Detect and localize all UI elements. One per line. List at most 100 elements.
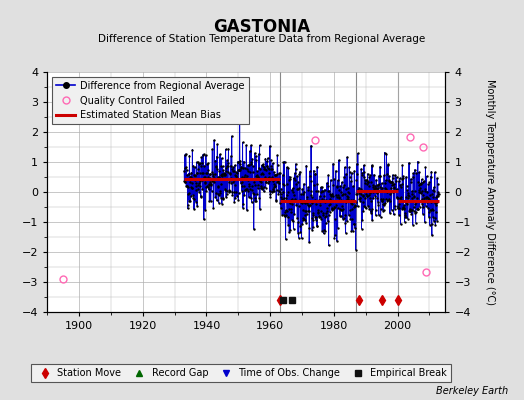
Point xyxy=(312,223,321,229)
Point xyxy=(412,198,420,205)
Point xyxy=(428,206,436,212)
Point xyxy=(336,213,344,220)
Point xyxy=(385,173,394,180)
Point xyxy=(376,173,385,179)
Point xyxy=(220,170,228,176)
Point xyxy=(188,185,196,191)
Point xyxy=(389,181,397,187)
Point xyxy=(434,191,442,197)
Point xyxy=(388,172,397,178)
Point xyxy=(332,168,340,174)
Point xyxy=(236,158,244,164)
Point xyxy=(210,178,219,185)
Point xyxy=(259,166,268,172)
Point xyxy=(324,188,332,195)
Point xyxy=(305,173,314,180)
Point xyxy=(209,176,217,183)
Point xyxy=(189,162,198,169)
Point xyxy=(372,212,380,218)
Point xyxy=(274,191,282,197)
Point xyxy=(357,172,366,178)
Point xyxy=(270,172,279,178)
Point xyxy=(279,212,288,218)
Point xyxy=(224,169,232,175)
Point xyxy=(369,189,377,195)
Point xyxy=(284,189,292,195)
Point xyxy=(325,188,333,194)
Point xyxy=(183,182,191,189)
Point xyxy=(415,189,423,195)
Point xyxy=(242,142,250,148)
Point xyxy=(399,205,407,211)
Point xyxy=(369,182,378,188)
Point xyxy=(315,213,323,219)
Point xyxy=(410,188,419,194)
Point xyxy=(205,180,213,187)
Point xyxy=(329,205,337,212)
Point xyxy=(412,170,421,176)
Point xyxy=(205,198,214,204)
Point xyxy=(274,176,282,182)
Point xyxy=(326,209,334,215)
Point xyxy=(431,222,440,228)
Point xyxy=(316,208,325,214)
Point xyxy=(274,162,282,168)
Point xyxy=(349,183,357,189)
Point xyxy=(334,192,342,198)
Point xyxy=(299,207,307,214)
Point xyxy=(375,184,384,190)
Point xyxy=(245,194,253,200)
Point xyxy=(302,162,311,169)
Point xyxy=(374,201,383,208)
Point xyxy=(410,193,418,200)
Point xyxy=(335,157,343,163)
Point xyxy=(250,179,258,186)
Point xyxy=(249,163,257,170)
Point xyxy=(407,207,416,213)
Point xyxy=(407,176,415,182)
Point xyxy=(403,198,411,205)
Point xyxy=(271,172,279,178)
Point xyxy=(376,214,385,220)
Point xyxy=(248,168,257,175)
Point xyxy=(200,216,208,222)
Point xyxy=(365,192,373,198)
Point xyxy=(259,163,267,169)
Point xyxy=(432,202,441,208)
Point xyxy=(278,197,287,204)
Point xyxy=(185,179,194,185)
Point xyxy=(337,206,345,213)
Point xyxy=(434,192,442,199)
Point xyxy=(235,167,244,174)
Point xyxy=(301,200,309,206)
Point xyxy=(231,162,239,168)
Point xyxy=(258,162,266,168)
Point xyxy=(228,168,237,174)
Point xyxy=(430,218,438,224)
Point xyxy=(361,177,369,183)
Point xyxy=(363,193,371,199)
Point xyxy=(347,178,355,184)
Point xyxy=(244,188,252,194)
Point xyxy=(192,198,200,205)
Point xyxy=(390,181,398,188)
Point xyxy=(216,151,224,158)
Point xyxy=(362,177,370,184)
Point xyxy=(264,175,272,181)
Point xyxy=(238,139,247,146)
Point xyxy=(400,212,409,218)
Point xyxy=(294,219,302,226)
Point xyxy=(292,180,301,187)
Point xyxy=(287,197,296,203)
Point xyxy=(395,178,403,185)
Point xyxy=(309,224,317,230)
Point xyxy=(308,227,316,233)
Point xyxy=(194,186,202,192)
Point xyxy=(289,185,297,191)
Point xyxy=(366,195,374,201)
Point xyxy=(365,183,373,189)
Point xyxy=(190,172,198,178)
Point xyxy=(399,175,407,182)
Point xyxy=(182,183,190,189)
Point xyxy=(421,188,429,194)
